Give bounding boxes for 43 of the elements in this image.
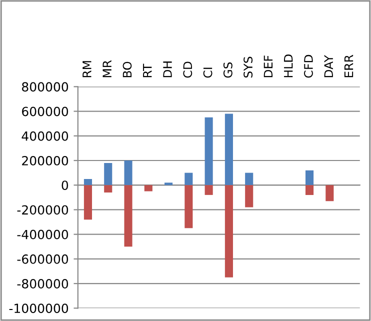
bar (326, 185, 334, 202)
bar (224, 114, 233, 186)
y-tick-label: -800000 (17, 279, 68, 288)
bar (184, 185, 193, 228)
bar (144, 185, 152, 192)
x-tick-label: DEF (264, 56, 272, 78)
y-tick-label: 0 (62, 180, 68, 190)
bar (204, 117, 213, 186)
x-tick-label: DAY (324, 55, 333, 78)
x-tick-label: CD (183, 62, 192, 78)
bar (305, 185, 314, 195)
bar (104, 162, 112, 186)
bar (245, 185, 254, 208)
y-tick-label: -200000 (17, 205, 68, 215)
x-tick-label: CI (203, 68, 212, 78)
y-tick-label: 600000 (22, 106, 68, 116)
bar (84, 178, 92, 186)
x-tick-label: DH (163, 62, 172, 78)
bar (305, 170, 314, 186)
bar (124, 160, 132, 186)
y-tick-label: -400000 (17, 230, 68, 240)
x-tick-label: RT (143, 64, 152, 78)
bar (124, 185, 132, 247)
bar (184, 172, 193, 186)
y-tick-label: -600000 (17, 254, 68, 264)
bar (164, 182, 173, 186)
x-tick-label: CFD (304, 54, 313, 78)
bar (104, 185, 112, 192)
x-tick-label: GS (223, 62, 232, 78)
x-tick-label: MR (102, 60, 112, 78)
x-tick-label: ERR (344, 54, 354, 78)
y-tick-label: 800000 (22, 82, 68, 92)
x-tick-label: HLD (284, 54, 293, 78)
y-tick-label: 400000 (22, 131, 68, 141)
bar (204, 185, 213, 195)
bar (84, 185, 92, 220)
bar (224, 185, 233, 278)
y-tick-label: -1000000 (9, 304, 68, 314)
x-tick-label: SYS (244, 56, 253, 78)
bar (245, 172, 254, 186)
x-tick-label: RM (82, 61, 92, 78)
x-tick-label: BO (122, 62, 132, 78)
y-tick-label: 200000 (22, 156, 68, 166)
